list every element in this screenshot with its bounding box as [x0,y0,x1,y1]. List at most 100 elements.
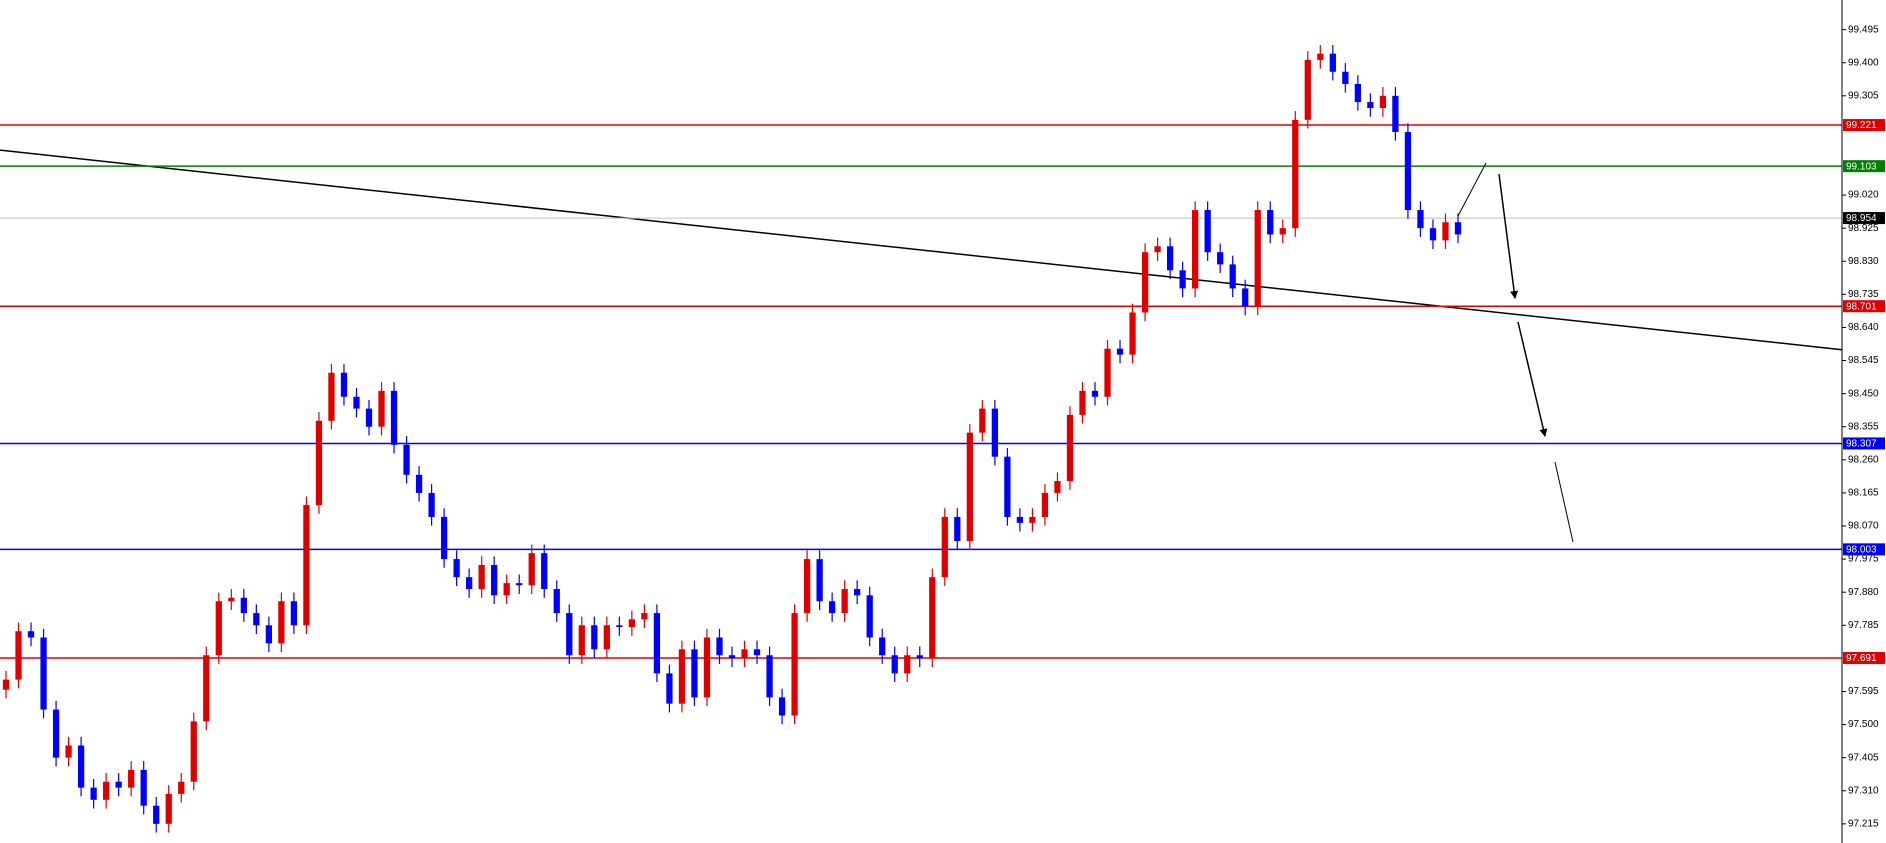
candle-body [1417,210,1424,229]
candle-body [829,601,836,614]
candle-body [1104,348,1111,397]
candle-body [1004,456,1011,517]
candle-body [1054,481,1061,493]
arrow [1554,461,1574,543]
level-label: 98.701 [1846,301,1877,312]
candle-body [979,408,986,433]
candle-body [653,613,661,674]
candle-body [1041,492,1049,517]
candle-body [929,577,936,659]
y-tick-label: 99.400 [1848,57,1879,68]
candle-body [753,649,761,656]
candle-body [1292,119,1299,229]
candle-body [466,577,473,590]
candle-body [1254,210,1261,307]
y-tick-label: 98.355 [1848,421,1879,432]
level-label: 99.221 [1846,120,1877,131]
y-tick-label: 99.020 [1848,190,1879,201]
candle-body [315,420,323,506]
y-tick-label: 98.070 [1848,521,1879,532]
candle-body [1229,264,1236,289]
level-label-box [1843,300,1885,313]
candle-body [791,613,798,716]
candle-body [340,372,348,397]
candle-body [1179,270,1186,289]
candle-body [603,625,610,650]
candle-body [1166,246,1174,271]
candle-body [1066,414,1074,482]
candle-body [1329,53,1336,72]
candle-body [1354,83,1361,103]
candle-body [65,745,72,758]
candle-body [841,589,848,614]
candle-body [440,516,448,560]
candle-body [403,444,410,475]
level-label-box [1843,119,1885,132]
candle-body [678,649,686,704]
candle-body [1379,95,1387,108]
y-tick-label: 99.495 [1848,24,1879,35]
candle-body [616,625,623,628]
candle-body [641,613,648,620]
candle-body [203,655,210,722]
y-tick-label: 98.545 [1848,355,1879,366]
y-tick-label: 99.305 [1848,90,1879,101]
y-tick-label: 97.975 [1848,554,1879,565]
candle-body [115,781,122,788]
candle-body [303,505,310,626]
candle-body [854,589,861,596]
candle-body [1091,390,1099,397]
arrow [1517,321,1548,437]
candle-body [240,597,247,614]
level-label: 98.307 [1846,439,1877,450]
candle-body [1429,228,1437,241]
level-label-box [1843,160,1885,173]
candle-body [1129,312,1136,355]
candle-body [1367,102,1374,108]
trendline [0,149,1843,351]
candle-body [103,781,110,800]
candle-body [766,655,773,698]
candles [2,44,1462,833]
candle-body [1267,210,1274,235]
candle-body [165,793,172,824]
candle-body [778,697,786,716]
y-tick-label: 98.735 [1848,289,1879,300]
candle-body [703,637,711,698]
candle-body [378,390,385,427]
candle-body [941,516,948,578]
y-tick-label: 98.260 [1848,454,1879,465]
candle-body [666,673,673,704]
y-tick-label: 98.925 [1848,223,1879,234]
y-tick-label: 98.830 [1848,256,1879,267]
candle-body [1342,71,1349,84]
candle-body [478,565,485,590]
candle-body [428,492,435,517]
level-label-box [1843,212,1885,225]
candle-body [365,408,373,427]
candle-body [1242,288,1249,307]
candle-body [716,637,723,656]
candle-body [1154,246,1161,253]
candle-body [628,619,635,628]
level-label: 99.103 [1846,161,1877,172]
level-label-box [1843,437,1885,450]
candle-body [578,625,585,656]
candle-body [991,408,998,457]
candle-body [128,769,135,788]
axis-background [1843,0,1886,843]
candle-body [1116,348,1124,355]
candle-body [290,601,298,626]
candle-body [415,474,423,493]
arrow [1498,173,1519,299]
candle-body [1279,228,1286,235]
level-label: 97.691 [1846,653,1877,664]
candle-body [228,597,235,602]
candle-body [866,595,873,638]
candle-body [27,631,35,638]
candle-body [741,649,748,659]
candle-body [390,390,398,445]
candle-body [966,432,973,541]
